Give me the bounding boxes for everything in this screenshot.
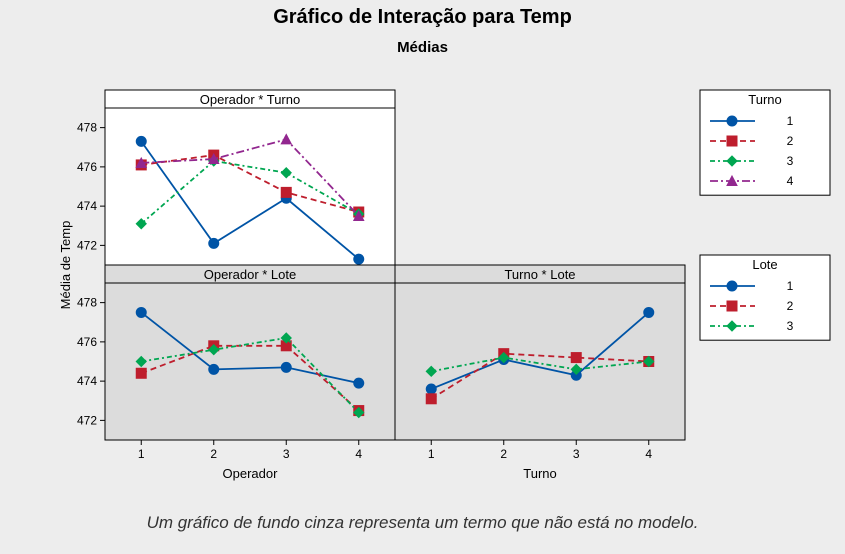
svg-text:472: 472 bbox=[77, 413, 97, 427]
svg-text:Operador: Operador bbox=[223, 466, 279, 481]
svg-text:474: 474 bbox=[77, 199, 97, 213]
svg-text:1: 1 bbox=[138, 447, 145, 461]
svg-text:Operador * Lote: Operador * Lote bbox=[204, 267, 297, 282]
svg-text:3: 3 bbox=[573, 447, 580, 461]
svg-text:478: 478 bbox=[77, 121, 97, 135]
svg-text:4: 4 bbox=[787, 174, 794, 188]
interaction-plot: Média de Temp Operador * Turno 472 474 476 47… bbox=[0, 0, 845, 554]
svg-text:Média de Temp: Média de Temp bbox=[58, 221, 73, 310]
svg-text:1: 1 bbox=[428, 447, 435, 461]
svg-text:3: 3 bbox=[787, 319, 794, 333]
svg-text:2: 2 bbox=[210, 447, 217, 461]
svg-text:3: 3 bbox=[787, 154, 794, 168]
svg-text:Turno * Lote: Turno * Lote bbox=[504, 267, 575, 282]
svg-text:3: 3 bbox=[283, 447, 290, 461]
svg-text:474: 474 bbox=[77, 374, 97, 388]
svg-text:1: 1 bbox=[787, 279, 794, 293]
svg-text:478: 478 bbox=[77, 296, 97, 310]
svg-text:2: 2 bbox=[787, 299, 794, 313]
svg-text:476: 476 bbox=[77, 160, 97, 174]
svg-text:2: 2 bbox=[787, 134, 794, 148]
svg-text:1: 1 bbox=[787, 114, 794, 128]
svg-text:Turno: Turno bbox=[748, 92, 781, 107]
svg-text:Turno: Turno bbox=[523, 466, 556, 481]
svg-text:4: 4 bbox=[355, 447, 362, 461]
svg-text:4: 4 bbox=[645, 447, 652, 461]
svg-text:2: 2 bbox=[500, 447, 507, 461]
svg-text:476: 476 bbox=[77, 335, 97, 349]
svg-text:Operador * Turno: Operador * Turno bbox=[200, 92, 300, 107]
svg-text:472: 472 bbox=[77, 238, 97, 252]
chart-caption: Um gráfico de fundo cinza representa um … bbox=[0, 513, 845, 533]
svg-text:Lote: Lote bbox=[752, 257, 777, 272]
